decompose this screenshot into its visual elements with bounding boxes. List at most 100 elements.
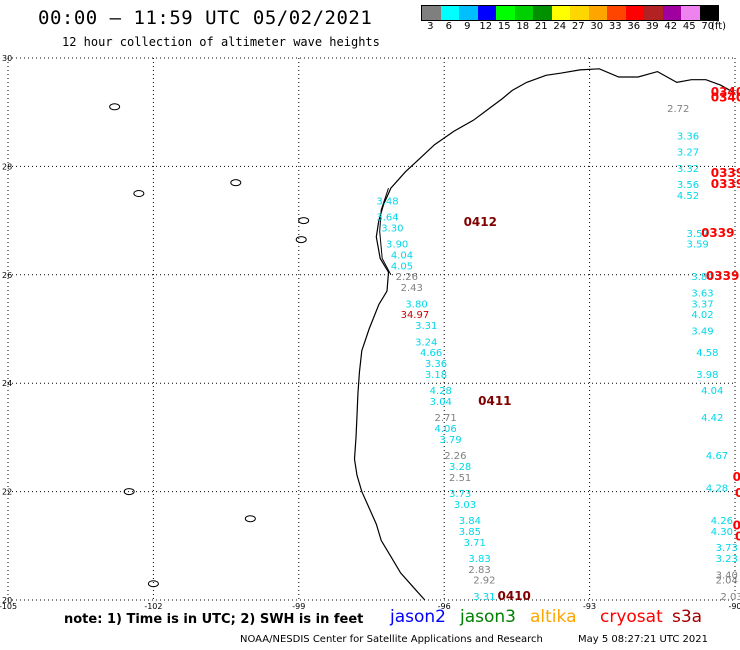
wave-height-value: 3.84	[459, 516, 481, 527]
wave-height-value: 2.26	[396, 272, 418, 283]
wave-height-value: 3.73	[449, 489, 471, 500]
wave-height-value: 2.92	[473, 576, 495, 587]
wave-height-value: 2.72	[667, 104, 689, 115]
lon-axis-label: -102	[144, 602, 162, 611]
wave-height-value: 4.02	[691, 310, 713, 321]
satellite-altika: altika	[530, 607, 577, 627]
pass-time-label: 0339	[701, 226, 734, 240]
color-swatch	[459, 6, 478, 20]
color-swatch	[551, 6, 570, 20]
color-scale	[421, 5, 719, 21]
wave-height-value: 4.52	[677, 191, 699, 202]
inland-lake	[295, 236, 307, 244]
wave-height-value: 3.23	[716, 554, 738, 565]
satellite-cryosat: cryosat	[600, 607, 663, 627]
wave-height-value: 3.80	[405, 299, 427, 310]
pass-time-label: 0.	[733, 470, 740, 484]
color-swatch	[533, 6, 552, 20]
wave-height-value: 3.56	[677, 180, 699, 191]
inland-lake	[298, 217, 310, 225]
wave-height-value: 3.28	[449, 462, 471, 473]
wave-height-value: 4.06	[435, 424, 457, 435]
inland-lake	[123, 488, 135, 496]
pass-time-label: 0411	[478, 394, 511, 408]
wave-height-value: 3.32	[677, 164, 699, 175]
scale-label: 45	[682, 21, 696, 32]
pass-time-label: 0412	[464, 215, 497, 229]
wave-height-value: 3.36	[425, 359, 447, 370]
inland-lake	[133, 190, 145, 197]
wave-height-value: 3.57	[687, 229, 709, 240]
wave-height-value: 3.40	[716, 570, 738, 581]
lon-axis-label: -99	[292, 602, 305, 611]
scale-label: 27	[571, 21, 585, 32]
wave-height-value: 3.18	[425, 370, 447, 381]
wave-height-value: 3.04	[430, 397, 452, 408]
color-swatch	[496, 6, 515, 20]
scale-label: 21	[534, 21, 548, 32]
scale-label: 30	[590, 21, 604, 32]
wave-height-value: 3.79	[439, 435, 461, 446]
wave-height-value: 2.43	[401, 283, 423, 294]
wave-height-value: 3.27	[677, 148, 699, 159]
wave-height-value: 4.05	[391, 261, 413, 272]
wave-height-value: 3.90	[386, 240, 408, 251]
wave-height-value: 3.31	[415, 321, 437, 332]
scale-label: 6	[445, 21, 452, 32]
scale-label: 3	[427, 21, 434, 32]
scale-label: 33	[608, 21, 622, 32]
page-subtitle: 12 hour collection of altimeter wave hei…	[62, 35, 380, 49]
inland-lake	[244, 515, 256, 523]
pass-time-label: 0340	[711, 90, 740, 104]
color-swatch	[588, 6, 607, 20]
satellite-jason2: jason2	[390, 607, 446, 627]
lon-axis-label: -105	[0, 602, 17, 611]
color-swatch	[699, 6, 718, 20]
wave-height-value: 3.63	[691, 288, 713, 299]
color-swatch	[570, 6, 589, 20]
coastline	[353, 68, 736, 601]
wave-height-value: 4.28	[430, 386, 452, 397]
color-scale-labels: 3 6 9 12 15 18 21 24 27 30 33 36 39 42 45 70 (ft)	[421, 21, 731, 35]
satellite-s3a: s3a	[672, 607, 703, 627]
scale-unit: (ft)	[711, 21, 727, 32]
scale-label: 42	[664, 21, 678, 32]
wave-height-value: 3.36	[677, 131, 699, 142]
pass-time-label: 0	[735, 486, 740, 500]
wave-height-value: 2.83	[468, 565, 490, 576]
wave-height-value: 4.04	[391, 251, 413, 262]
wave-height-value: 3.83	[468, 554, 490, 565]
wave-height-value: 4.66	[420, 348, 442, 359]
wave-height-value: 3.64	[376, 213, 398, 224]
color-swatch	[440, 6, 459, 20]
lat-axis-label: 28	[2, 162, 12, 171]
color-swatch	[477, 6, 496, 20]
wave-height-value: 4.58	[696, 348, 718, 359]
page-title: 00:00 – 11:59 UTC 05/02/2021	[38, 7, 373, 29]
scale-label: 70	[701, 21, 715, 32]
pass-time-label: 0	[735, 529, 740, 543]
wave-height-value: 3.49	[691, 326, 713, 337]
lat-axis-label: 26	[2, 271, 12, 280]
lat-axis-label: 22	[2, 488, 12, 497]
wave-height-value: 3.84	[691, 272, 713, 283]
scale-label: 12	[479, 21, 493, 32]
lat-axis-label: 20	[2, 596, 12, 605]
wave-height-value: 3.98	[696, 370, 718, 381]
color-swatch	[514, 6, 533, 20]
color-swatch	[422, 6, 441, 20]
scale-label: 24	[553, 21, 567, 32]
wave-height-value: 3.31	[473, 592, 495, 603]
wave-height-value: 4.28	[706, 484, 728, 495]
generation-timestamp: May 5 08:27:21 UTC 2021	[578, 634, 708, 645]
color-swatch	[662, 6, 681, 20]
inland-lake	[147, 580, 159, 588]
wave-height-value: 2.71	[435, 413, 457, 424]
color-swatch	[681, 6, 700, 20]
wave-height-value: 3.24	[415, 337, 437, 348]
credit-line: NOAA/NESDIS Center for Satellite Applica…	[240, 634, 543, 645]
wave-height-value: 4.30	[711, 527, 733, 538]
wave-height-value: 3.30	[381, 223, 403, 234]
pass-time-label: 0410	[498, 589, 531, 603]
